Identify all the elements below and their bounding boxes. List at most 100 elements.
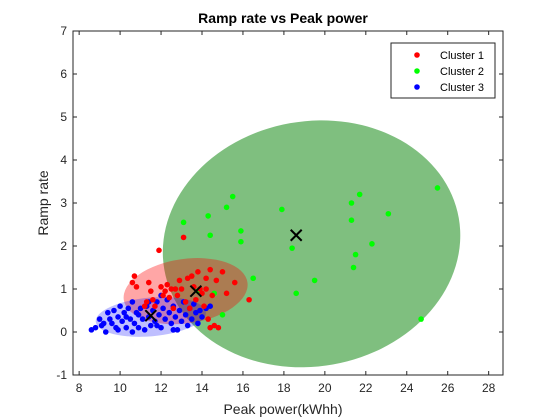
cluster-2-point xyxy=(348,217,355,223)
x-tick-label: 20 xyxy=(318,381,332,395)
cluster-3-point xyxy=(176,307,183,314)
cluster-2-point xyxy=(207,232,213,239)
cluster-1-point xyxy=(152,303,158,310)
cluster-1-point xyxy=(174,292,181,299)
cluster-3-point xyxy=(109,320,115,327)
cluster-2-legend-label: Cluster 2 xyxy=(440,66,484,78)
y-tick-label: 1 xyxy=(60,282,67,296)
cluster-3-point xyxy=(129,329,136,335)
cluster-2-point xyxy=(238,238,244,245)
cluster-1-point xyxy=(150,296,156,303)
cluster-3-point xyxy=(199,314,205,320)
cluster-1-point xyxy=(141,303,148,310)
x-tick-label: 14 xyxy=(195,381,209,395)
cluster-3-point xyxy=(105,309,111,316)
cluster-3-point xyxy=(148,322,154,329)
cluster-3-point xyxy=(107,316,113,322)
cluster-1-point xyxy=(172,286,179,292)
cluster-3-point xyxy=(139,316,146,322)
cluster-3-point xyxy=(178,318,185,325)
cluster-2-point xyxy=(352,251,359,258)
cluster-2-point xyxy=(219,312,226,318)
cluster-1-point xyxy=(203,286,209,292)
cluster-3-point xyxy=(141,327,148,333)
cluster-1-point xyxy=(166,294,173,301)
cluster-3-point xyxy=(123,324,130,331)
cluster-1-point xyxy=(170,305,177,312)
cluster-1-point xyxy=(207,266,213,273)
cluster-3-point xyxy=(92,324,99,331)
cluster-1-point xyxy=(156,247,162,254)
cluster-1-point xyxy=(148,288,154,294)
y-tick-label: 7 xyxy=(60,24,67,38)
cluster-1-point xyxy=(205,316,211,322)
y-tick-label: 5 xyxy=(60,110,67,124)
cluster-2-point xyxy=(205,213,211,219)
cluster-2-point xyxy=(369,241,375,247)
cluster-3-point xyxy=(123,314,130,320)
cluster-1-point xyxy=(180,234,187,241)
cluster-2-point xyxy=(293,290,299,297)
cluster-1-point xyxy=(193,296,199,303)
cluster-1-point xyxy=(143,299,150,305)
cluster-3-point xyxy=(115,314,121,320)
cluster-1-point xyxy=(129,279,136,286)
cluster-3-point xyxy=(174,327,181,333)
x-tick-label: 18 xyxy=(277,381,291,395)
cluster-3-legend-label: Cluster 3 xyxy=(440,82,484,94)
cluster-1-point xyxy=(162,288,168,294)
cluster-1-point xyxy=(215,324,222,331)
cluster-2-centroid-marker xyxy=(289,229,303,242)
cluster-2-point xyxy=(180,219,187,226)
cluster-3-point xyxy=(182,312,189,318)
y-tick-label: -1 xyxy=(56,368,67,382)
x-tick-label: 28 xyxy=(482,381,496,395)
cluster-1-point xyxy=(133,284,140,290)
legend: Cluster 1 Cluster 2 Cluster 3 xyxy=(390,42,496,99)
x-tick-label: 24 xyxy=(400,381,414,395)
cluster-1-point xyxy=(158,284,164,290)
cluster-3-point xyxy=(154,322,160,329)
cluster-3-point xyxy=(188,316,195,322)
cluster-3-point xyxy=(191,301,197,307)
y-tick-label: 4 xyxy=(60,153,67,167)
cluster-2-point xyxy=(385,210,392,217)
cluster-2-point xyxy=(229,193,236,200)
cluster-3-point xyxy=(117,303,123,310)
cluster-3-point xyxy=(160,305,166,312)
cluster-1-point xyxy=(168,286,175,292)
cluster-1-point xyxy=(231,279,238,286)
cluster-2-point xyxy=(250,275,256,282)
cluster-1-point xyxy=(188,273,195,279)
cluster-3-point xyxy=(170,327,177,333)
cluster-3-centroid-marker xyxy=(144,309,158,322)
cluster-2-point xyxy=(418,316,424,322)
cluster-3-point xyxy=(156,312,162,318)
cluster-3-point xyxy=(197,307,203,314)
cluster-1-point xyxy=(164,281,170,288)
cluster-3-point xyxy=(184,322,191,329)
cluster-3-point xyxy=(131,320,138,327)
x-tick-label: 16 xyxy=(236,381,250,395)
cluster-1-point xyxy=(207,324,213,331)
cluster-1-point xyxy=(246,296,252,303)
x-tick-label: 10 xyxy=(113,381,127,395)
cluster-2-ellipse xyxy=(162,120,461,368)
cluster-2-point xyxy=(223,204,230,211)
x-tick-label: 8 xyxy=(76,381,83,395)
cluster-2-point xyxy=(350,264,357,271)
y-tick-label: 3 xyxy=(60,196,67,210)
cluster-2-point xyxy=(238,228,244,234)
cluster-1-point xyxy=(186,305,193,312)
cluster-3-point xyxy=(166,309,173,316)
y-tick-label: 0 xyxy=(60,325,67,339)
cluster-1-point xyxy=(213,277,220,284)
cluster-1-point xyxy=(160,292,166,299)
cluster-3-point xyxy=(100,320,107,327)
cluster-1-point xyxy=(209,292,216,299)
cluster-1-point xyxy=(145,279,152,286)
cluster-3-point xyxy=(207,303,213,310)
cluster-3-legend-marker xyxy=(414,84,420,90)
cluster-1-point xyxy=(201,303,207,310)
